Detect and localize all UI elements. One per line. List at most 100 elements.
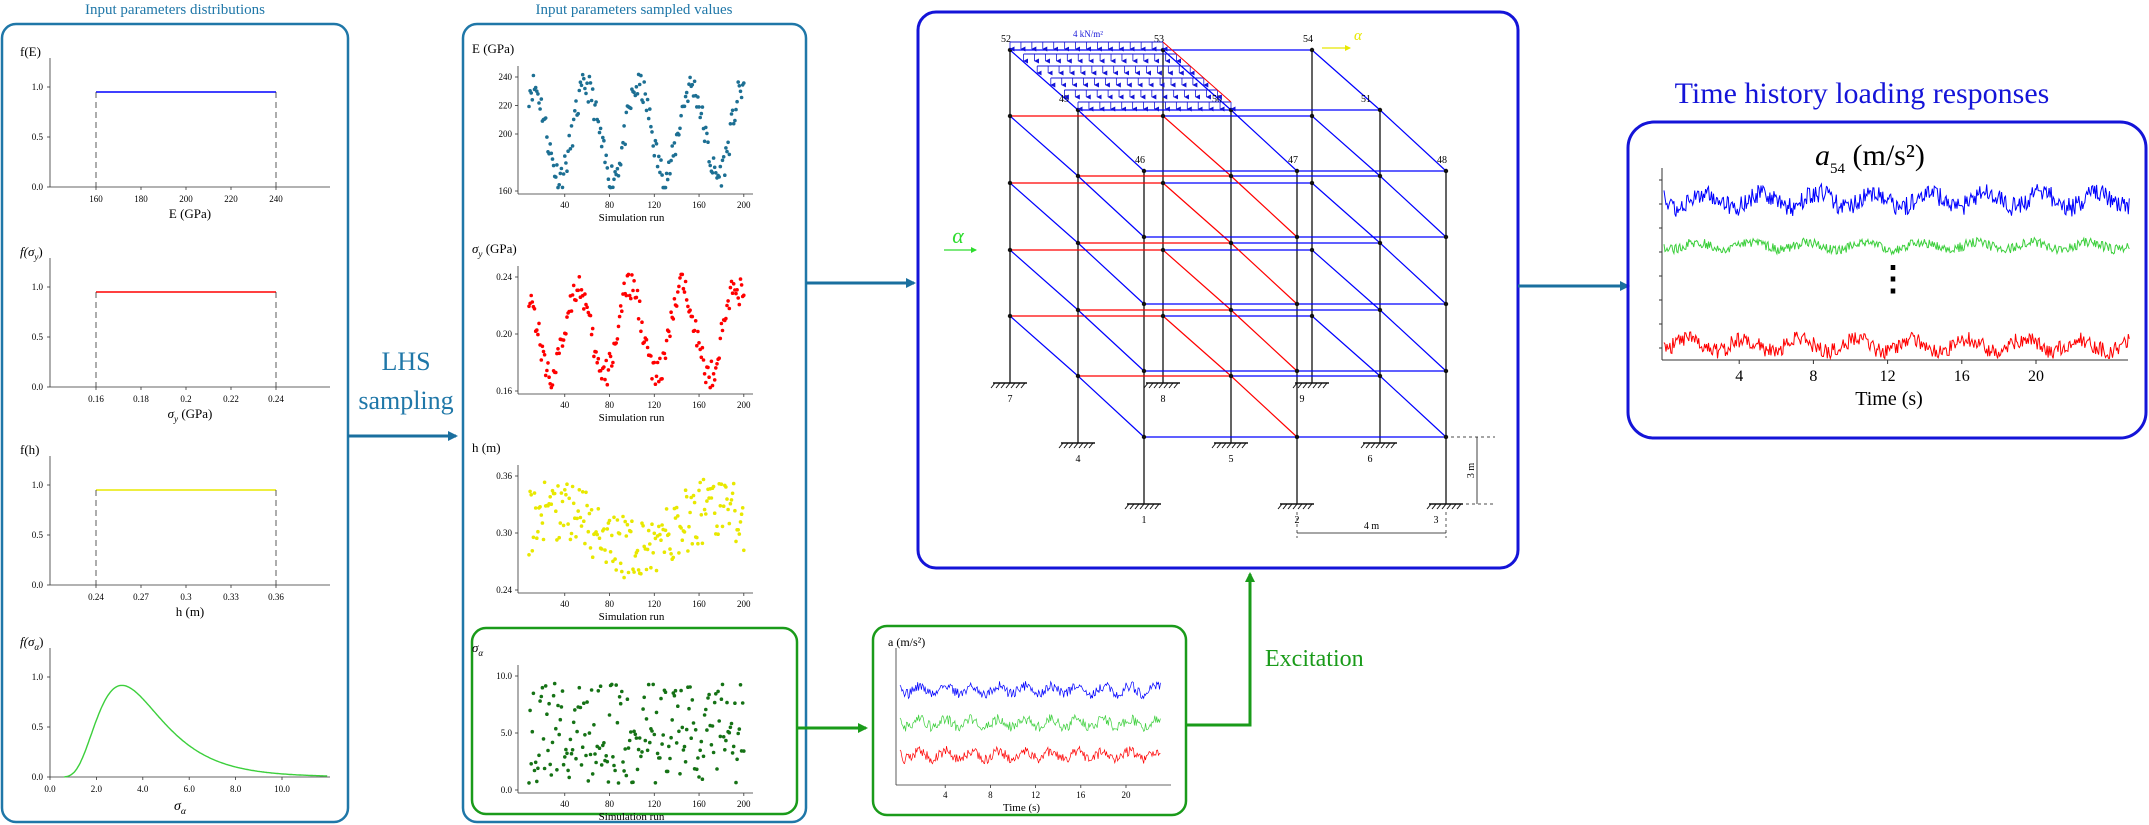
sample-point — [705, 499, 709, 503]
sample-point — [626, 272, 631, 277]
sample-point — [688, 75, 692, 80]
support-hatch — [1168, 382, 1174, 389]
sample-point — [545, 712, 549, 716]
sample-point — [668, 171, 672, 176]
node-label: 51 — [1361, 94, 1371, 105]
sample-point — [640, 750, 644, 754]
sample-point — [636, 747, 641, 752]
sample-point — [543, 684, 548, 688]
frame-beam — [1162, 49, 1232, 111]
sample-point — [643, 92, 648, 96]
node-label: 49 — [1059, 94, 1069, 105]
sample-point — [690, 82, 695, 87]
frame-node — [1443, 234, 1449, 240]
sample-point — [593, 103, 597, 107]
frame-node — [1075, 240, 1081, 246]
sample-point — [684, 494, 689, 499]
frame-beam — [1009, 115, 1079, 177]
y-tick-label: 0.0 — [32, 182, 44, 192]
sample-point — [571, 117, 576, 122]
sample-point — [561, 523, 566, 528]
x-tick-label: 4.0 — [137, 784, 149, 794]
sample-point — [606, 780, 611, 784]
sample-point — [640, 320, 644, 325]
sample-point — [612, 763, 616, 768]
sample-point — [724, 738, 728, 743]
sample-point — [698, 748, 702, 753]
x-tick-label: 40 — [560, 200, 570, 210]
sample-point — [657, 524, 661, 529]
sample-point — [737, 84, 742, 88]
sample-point — [701, 358, 706, 362]
sample-point — [653, 536, 658, 541]
sample-point — [555, 538, 559, 542]
sample-point — [670, 718, 674, 722]
sample-point — [718, 336, 723, 341]
sample-point — [576, 111, 580, 116]
frame-beam — [1311, 182, 1381, 244]
sample-point — [644, 717, 649, 721]
y-tick-label: 10.0 — [496, 671, 512, 681]
sample-point — [546, 361, 550, 365]
sample-point — [663, 356, 668, 361]
sample-point — [725, 303, 729, 308]
sample-point — [696, 756, 700, 760]
sample-point — [530, 98, 535, 102]
sample-point — [699, 739, 704, 744]
sample-point — [595, 532, 599, 537]
sample-point — [699, 513, 704, 517]
frame-node — [1007, 313, 1013, 319]
sample-point — [676, 704, 680, 708]
sample-point — [688, 685, 692, 689]
support-hatch — [1088, 442, 1094, 449]
sample-point — [738, 89, 743, 94]
sample-point — [585, 700, 589, 704]
sample-point — [559, 491, 564, 495]
sample-point — [584, 302, 588, 307]
sample-point — [700, 777, 705, 781]
sample-point — [679, 688, 683, 693]
sample-point — [735, 99, 739, 104]
sample-point — [574, 756, 578, 761]
x-axis-label: Simulation run — [599, 611, 665, 623]
sample-point — [554, 726, 558, 731]
sample-point — [529, 293, 533, 298]
sample-point — [712, 700, 717, 705]
sample-point — [740, 506, 745, 510]
frame-beam — [1230, 109, 1298, 172]
sample-point — [548, 762, 552, 767]
sample-point — [695, 343, 699, 348]
support-hatch — [1216, 442, 1222, 449]
sample-point — [532, 768, 537, 773]
sample-point — [606, 177, 611, 181]
sample-point — [590, 772, 595, 776]
sample-point — [691, 721, 696, 725]
sample-point — [652, 531, 657, 536]
support-hatch — [1451, 503, 1457, 510]
sample-point — [604, 560, 608, 564]
sample-point — [652, 360, 657, 365]
sample-point — [639, 754, 643, 759]
y-tick-label: 160 — [499, 186, 513, 196]
sample-point — [545, 368, 549, 373]
frame-node — [1075, 373, 1081, 379]
sample-point — [622, 575, 626, 580]
sample-point — [605, 166, 610, 170]
support-hatch — [1068, 442, 1074, 449]
y-tick-label: 0.36 — [496, 471, 512, 481]
sample-point — [711, 750, 716, 755]
sample-point — [639, 329, 643, 334]
sample-point — [563, 755, 567, 759]
support-hatch — [1211, 442, 1217, 449]
sample-point — [672, 141, 677, 145]
sample-point — [577, 88, 582, 93]
sample-point — [639, 73, 643, 78]
sample-point — [653, 138, 658, 143]
support-hatch — [1005, 382, 1011, 389]
support-hatch — [1134, 503, 1140, 510]
sample-point — [570, 293, 575, 297]
sample-point — [530, 300, 535, 304]
sample-point — [624, 534, 629, 538]
response-series — [1663, 236, 2130, 256]
sample-point — [632, 90, 636, 95]
